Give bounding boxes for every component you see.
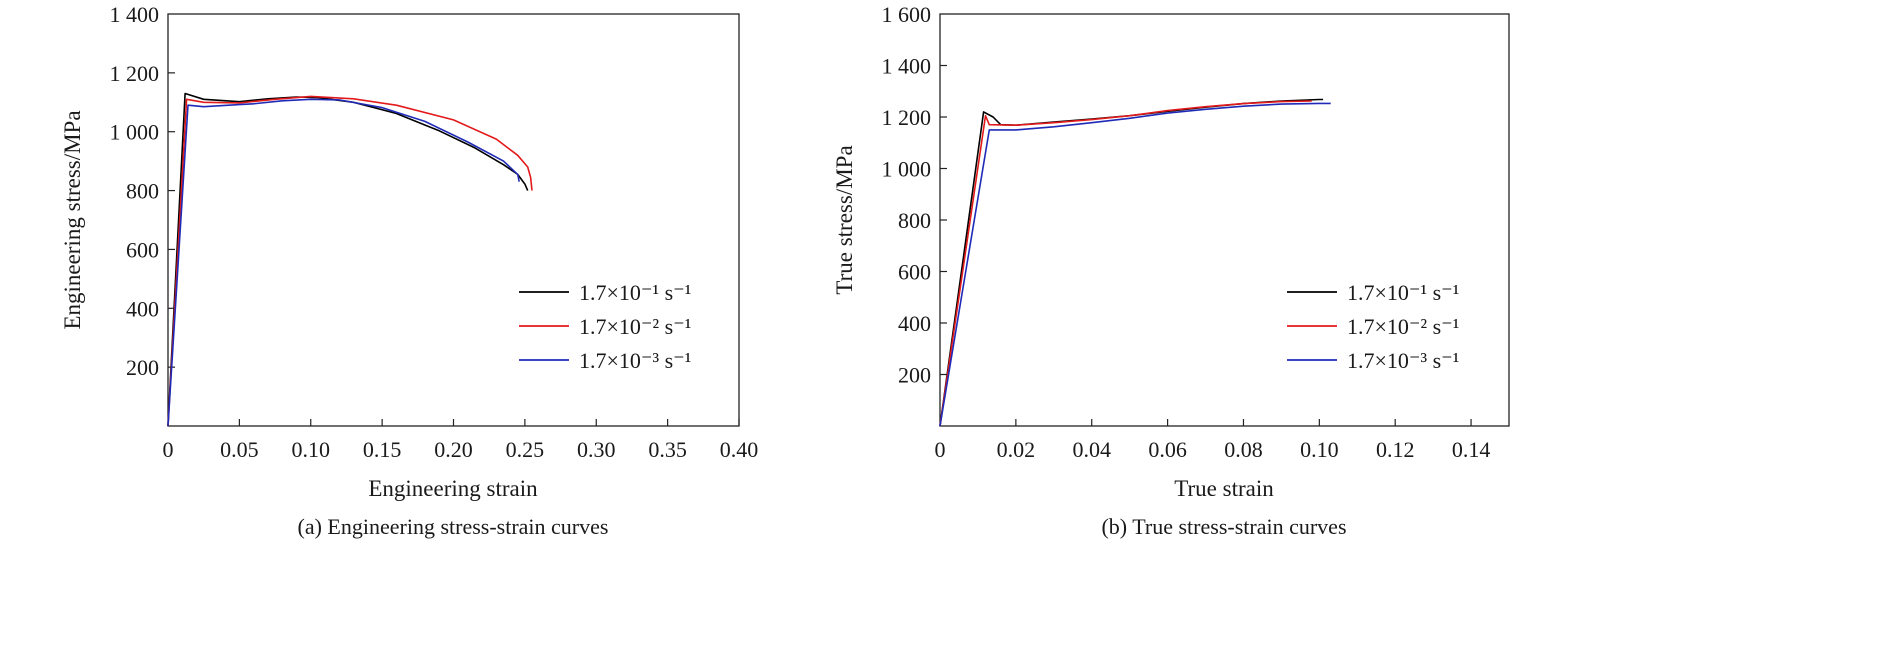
panel-b-y-tick-label: 1 200 [882, 105, 932, 130]
panel-a-series-line-2 [167, 95, 533, 427]
panel-a-ticks: 0 0.05 0.10 0.15 0.20 0.25 0.30 0.35 0.40 200 400 6… [110, 2, 759, 462]
panel-b-x-axis-label: True strain [1174, 476, 1274, 501]
panel-b-x-tick-label: 0.14 [1452, 437, 1491, 462]
panel-a-y-tick-label: 1 200 [110, 61, 160, 86]
panel-b-x-tick-label: 0.10 [1300, 437, 1339, 462]
panel-b-legend-label-1: 1.7×10⁻¹ s⁻¹ [1347, 280, 1459, 305]
panel-a-x-tick-label: 0.35 [648, 437, 687, 462]
panel-a-caption: (a) Engineering stress-strain curves [298, 514, 609, 539]
panel-b-y-tick-label: 200 [898, 363, 931, 388]
panel-a-legend-label-2: 1.7×10⁻² s⁻¹ [579, 314, 691, 339]
panel-a-legend: 1.7×10⁻¹ s⁻¹ 1.7×10⁻² s⁻¹ 1.7×10⁻³ s⁻¹ [519, 280, 691, 373]
panel-b-x-tick-label: 0.04 [1072, 437, 1111, 462]
panel-b-x-tick-label: 0.06 [1148, 437, 1187, 462]
panel-b-x-tick-label: 0.02 [997, 437, 1036, 462]
panel-b-x-tick-label: 0.08 [1224, 437, 1263, 462]
panel-a-x-tick-label: 0.10 [292, 437, 331, 462]
panel-b-y-axis-label: True stress/MPa [832, 145, 857, 294]
panel-b-series [939, 98, 1331, 427]
panel-b-ticks: 0 0.02 0.04 0.06 0.08 0.10 0.12 0.14 200 400 600 80… [882, 2, 1491, 462]
panel-b-y-tick-label: 1 000 [882, 157, 932, 182]
panel-a-y-axis-label: Engineering stress/MPa [60, 110, 85, 329]
panel-b-y-tick-label: 400 [898, 311, 931, 336]
panel-b-y-tick-label: 800 [898, 208, 931, 233]
panel-a-series [167, 92, 533, 427]
panel-a-y-tick-label: 800 [126, 179, 159, 204]
panel-b-y-tick-label: 1 400 [882, 54, 932, 79]
panel-b-legend-label-3: 1.7×10⁻³ s⁻¹ [1347, 348, 1459, 373]
panel-a-legend-label-3: 1.7×10⁻³ s⁻¹ [579, 348, 691, 373]
panel-a-x-tick-label: 0.20 [434, 437, 473, 462]
panel-b-y-tick-label: 600 [898, 260, 931, 285]
panel-a-x-tick-label: 0.05 [220, 437, 259, 462]
panel-b-true-chart: 0 0.02 0.04 0.06 0.08 0.10 0.12 0.14 200 400 600 80… [832, 2, 1510, 539]
panel-a-y-tick-label: 600 [126, 237, 159, 262]
panel-a-engineering-chart: 0 0.05 0.10 0.15 0.20 0.25 0.30 0.35 0.40 200 400 6… [60, 2, 758, 539]
panel-a-y-tick-label: 200 [126, 355, 159, 380]
panel-b-series-line-2 [939, 100, 1312, 427]
panel-a-y-tick-label: 1 000 [110, 120, 160, 145]
panel-a-series-line-3 [167, 98, 520, 427]
panel-a-x-axis-label: Engineering strain [368, 476, 538, 501]
panel-a-x-tick-label: 0 [163, 437, 174, 462]
panel-b-legend-label-2: 1.7×10⁻² s⁻¹ [1347, 314, 1459, 339]
panel-a-y-tick-label: 400 [126, 296, 159, 321]
panel-a-x-tick-label: 0.40 [720, 437, 759, 462]
panel-a-x-tick-label: 0.30 [577, 437, 616, 462]
panel-b-x-tick-label: 0 [935, 437, 946, 462]
panel-b-y-tick-label: 1 600 [882, 2, 932, 27]
panel-b-series-line-1 [939, 98, 1324, 427]
panel-b-caption: (b) True stress-strain curves [1101, 514, 1346, 539]
panel-a-x-tick-label: 0.15 [363, 437, 402, 462]
panel-b-series-line-3 [939, 102, 1331, 427]
panel-a-legend-label-1: 1.7×10⁻¹ s⁻¹ [579, 280, 691, 305]
panel-a-x-tick-label: 0.25 [506, 437, 545, 462]
panel-a-y-tick-label: 1 400 [110, 2, 160, 27]
panel-b-x-tick-label: 0.12 [1376, 437, 1415, 462]
panel-a-series-line-1 [167, 92, 529, 427]
panel-b-legend: 1.7×10⁻¹ s⁻¹ 1.7×10⁻² s⁻¹ 1.7×10⁻³ s⁻¹ [1287, 280, 1459, 373]
